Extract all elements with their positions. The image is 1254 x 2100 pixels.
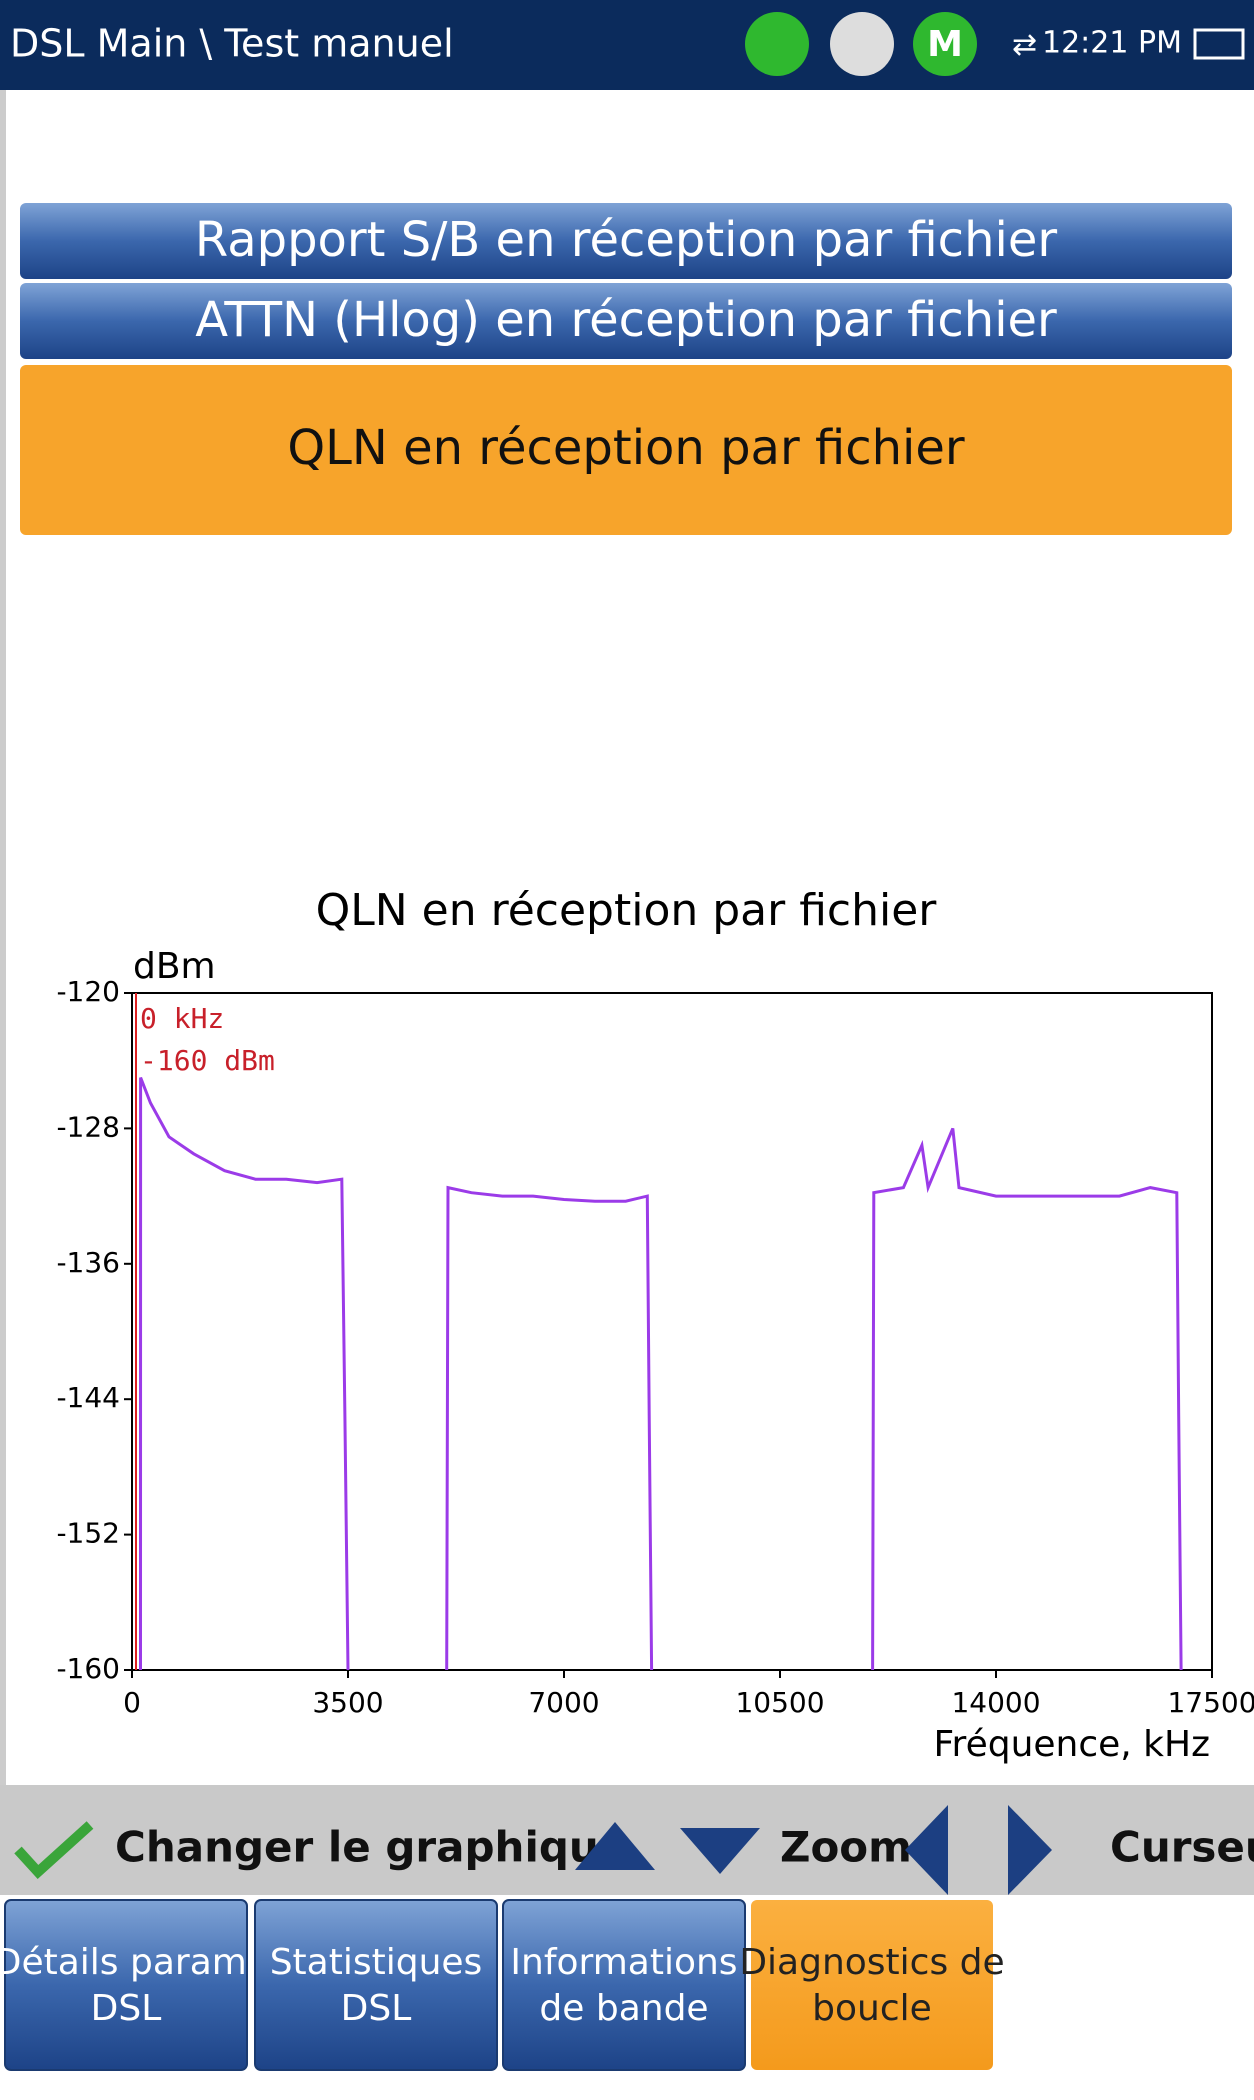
side-border bbox=[0, 90, 6, 1785]
x-tick-label: 17500 bbox=[1167, 1686, 1254, 1719]
left-arrow[interactable] bbox=[905, 1805, 948, 1895]
tab[interactable] bbox=[254, 1899, 498, 2071]
cursor-label: 0 kHz bbox=[140, 1002, 224, 1035]
clock: 12:21 PM bbox=[1042, 26, 1182, 61]
toolbar-cursor[interactable]: Curseur bbox=[1110, 1823, 1254, 1872]
up-arrow[interactable] bbox=[575, 1822, 655, 1870]
toolbar-change[interactable]: Changer le graphique bbox=[115, 1823, 627, 1872]
x-tick-label: 10500 bbox=[735, 1686, 824, 1719]
tab[interactable] bbox=[4, 1899, 248, 2071]
battery bbox=[1193, 28, 1245, 60]
menu-button-label: ATTN (Hlog) en réception par fichier bbox=[195, 292, 1057, 348]
right-arrow[interactable] bbox=[1008, 1805, 1052, 1895]
status-m bbox=[913, 12, 977, 76]
tab[interactable] bbox=[502, 1899, 746, 2071]
down-arrow[interactable] bbox=[680, 1828, 760, 1874]
y-tick-label: -136 bbox=[56, 1246, 120, 1279]
menu-button[interactable] bbox=[20, 283, 1232, 359]
tab-label: DSL bbox=[341, 1988, 412, 2029]
tab-label: boucle bbox=[812, 1988, 932, 2029]
menu-button[interactable] bbox=[20, 203, 1232, 279]
y-tick-label: -128 bbox=[56, 1110, 120, 1143]
chart-title: QLN en réception par fichier bbox=[316, 885, 938, 936]
menu-button-label: Rapport S/B en réception par fichier bbox=[195, 212, 1057, 268]
tab-label: DSL bbox=[91, 1988, 162, 2029]
menu-button-label: QLN en réception par fichier bbox=[287, 420, 964, 476]
tab-label: Détails param. bbox=[0, 1942, 258, 1983]
status-led bbox=[745, 12, 809, 76]
x-tick-label: 3500 bbox=[312, 1686, 383, 1719]
toolbar-zoom[interactable]: Zoom bbox=[780, 1823, 912, 1872]
status-m-label: M bbox=[927, 24, 963, 65]
y-tick-label: -144 bbox=[56, 1381, 120, 1414]
y-tick-label: -120 bbox=[56, 975, 120, 1008]
y-tick-label: -152 bbox=[56, 1517, 120, 1550]
y-axis-label: dBm bbox=[133, 946, 216, 987]
tab-selected[interactable] bbox=[751, 1900, 993, 2070]
x-tick-label: 0 bbox=[123, 1686, 141, 1719]
x-axis-label: Fréquence, kHz bbox=[933, 1724, 1210, 1765]
tab-label: Diagnostics de bbox=[739, 1942, 1004, 1983]
qln-line bbox=[139, 1077, 1183, 1671]
tab-label: Informations bbox=[510, 1942, 737, 1983]
header-title: DSL Main \ Test manuel bbox=[10, 22, 454, 66]
x-tick-label: 7000 bbox=[528, 1686, 599, 1719]
y-tick-label: -160 bbox=[56, 1652, 120, 1685]
x-tick-label: 14000 bbox=[951, 1686, 1040, 1719]
menu-button-selected[interactable] bbox=[20, 365, 1232, 535]
plot-frame bbox=[131, 992, 1213, 1671]
tab-label: Statistiques bbox=[270, 1942, 483, 1983]
cursor-label: -160 dBm bbox=[140, 1044, 275, 1077]
tab-label: de bande bbox=[539, 1988, 708, 2029]
check-icon[interactable] bbox=[14, 1821, 94, 1880]
transfer-icon: ⇄ bbox=[1012, 28, 1037, 63]
header-bar bbox=[0, 0, 1254, 90]
status-indicator bbox=[830, 12, 894, 76]
